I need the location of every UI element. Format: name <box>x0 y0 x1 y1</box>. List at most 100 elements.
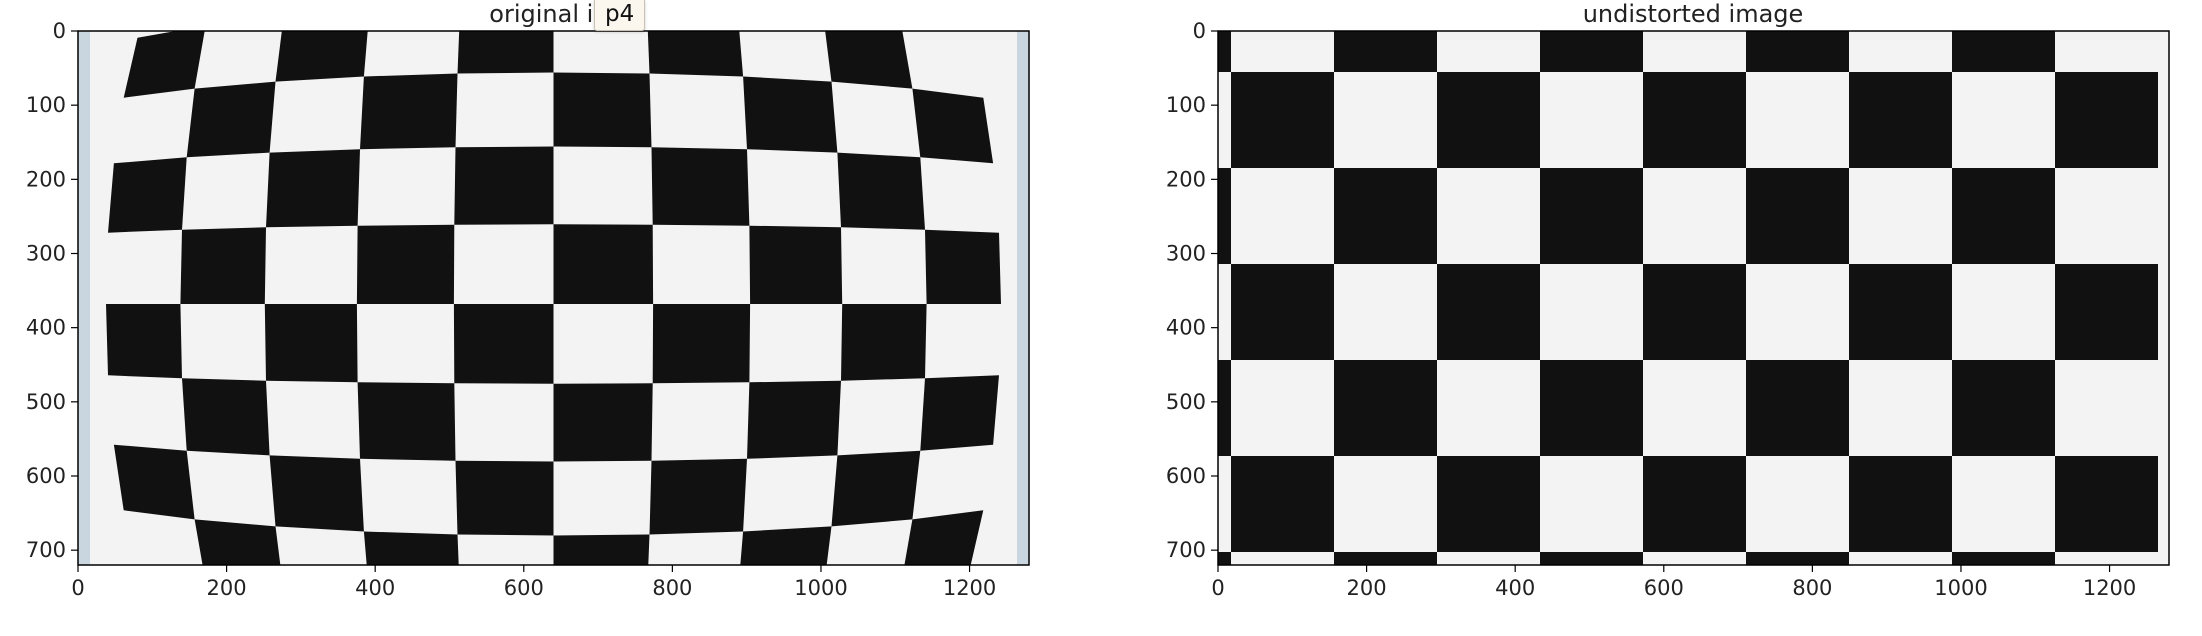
board-square <box>1540 168 1643 264</box>
undistorted-y-tick-label: 100 <box>1166 93 1206 117</box>
board-square <box>920 375 999 450</box>
board-square <box>832 451 921 527</box>
board-square <box>1231 72 1334 168</box>
undistorted-y-tick-label: 400 <box>1166 316 1206 340</box>
original-x-tick-label: 400 <box>355 576 395 600</box>
board-square <box>180 227 266 304</box>
undistorted-y-tick-label: 600 <box>1166 464 1206 488</box>
board-square <box>1231 456 1334 552</box>
board-square <box>1437 72 1540 168</box>
board-square <box>106 304 182 378</box>
board-square <box>653 304 750 383</box>
board-square <box>1231 264 1334 360</box>
board-square <box>1746 360 1849 456</box>
board-square <box>454 304 554 384</box>
board-square <box>554 383 653 461</box>
undistorted-x-tick-label: 1000 <box>1934 576 1987 600</box>
board-square <box>901 510 983 582</box>
undistorted-x-tick-label: 600 <box>1644 576 1684 600</box>
board-square <box>1952 168 2055 264</box>
board-square <box>2055 456 2158 552</box>
original-y-tick-label: 700 <box>26 538 66 562</box>
board-square <box>1334 168 1437 264</box>
board-square <box>276 10 370 82</box>
tooltip-text: p4 <box>605 1 634 27</box>
board-square <box>357 225 454 304</box>
board-square <box>270 455 364 531</box>
original-x-tick-label: 600 <box>504 576 544 600</box>
board-square <box>647 6 743 77</box>
undistorted-x-tick-label: 1200 <box>2083 576 2136 600</box>
board-square <box>360 74 458 150</box>
original-x-tick-label: 1000 <box>794 576 847 600</box>
original-image-left-edge <box>78 31 90 565</box>
original-y-tick-label: 0 <box>53 19 66 43</box>
board-square <box>358 382 456 461</box>
board-square <box>841 304 927 381</box>
board-square <box>554 73 652 148</box>
board-square <box>1540 360 1643 456</box>
board-square <box>1746 168 1849 264</box>
board-square <box>1437 456 1540 552</box>
undistorted-y-tick-label: 0 <box>1193 19 1206 43</box>
board-square <box>182 378 270 455</box>
board-square <box>1643 72 1746 168</box>
original-y-tick-label: 100 <box>26 93 66 117</box>
undistorted-y-tick-label: 200 <box>1166 167 1206 191</box>
original-y-tick-label: 500 <box>26 390 66 414</box>
board-square <box>1849 456 1952 552</box>
undistorted-x-tick-label: 800 <box>1792 576 1832 600</box>
board-square <box>650 459 748 535</box>
board-square <box>743 77 837 153</box>
board-square <box>1128 0 1231 72</box>
board-square <box>456 461 554 536</box>
board-square <box>823 16 912 88</box>
original-y-tick-label: 200 <box>26 167 66 191</box>
board-square <box>1643 264 1746 360</box>
board-square <box>1334 360 1437 456</box>
board-square <box>652 147 750 226</box>
board-square <box>749 226 842 304</box>
board-square <box>454 147 553 225</box>
original-image-panel: original im 0 200 400 600 800 1000 12000100200… <box>26 0 1029 604</box>
original-x-tick-label: 800 <box>652 576 692 600</box>
undistorted-x-tick-label: 200 <box>1347 576 1387 600</box>
board-square <box>925 230 1001 304</box>
undistorted-image-title: undistorted image <box>1583 0 1804 28</box>
board-square <box>912 89 993 164</box>
board-square <box>1952 360 2055 456</box>
board-square <box>554 535 650 604</box>
board-square <box>1643 456 1746 552</box>
board-square <box>266 149 360 227</box>
board-square <box>114 445 195 520</box>
original-x-tick-label: 200 <box>207 576 247 600</box>
board-square <box>2055 264 2158 360</box>
undistorted-y-tick-label: 300 <box>1166 242 1206 266</box>
undistorted-y-tick-label: 700 <box>1166 538 1206 562</box>
board-square <box>837 153 925 230</box>
undistorted-x-tick-label: 400 <box>1495 576 1535 600</box>
board-square <box>2055 72 2158 168</box>
board-square <box>265 304 358 382</box>
board-square <box>747 381 841 459</box>
original-x-tick-label: 0 <box>71 576 84 600</box>
original-y-tick-label: 600 <box>26 464 66 488</box>
original-y-tick-label: 400 <box>26 316 66 340</box>
board-square <box>554 224 654 304</box>
board-square <box>1437 264 1540 360</box>
original-image-right-edge <box>1017 31 1029 565</box>
hover-tooltip: p4 <box>594 0 645 31</box>
board-square <box>187 82 276 158</box>
undistorted-y-tick-label: 500 <box>1166 390 1206 414</box>
original-x-tick-label: 1200 <box>943 576 996 600</box>
board-square <box>1952 0 2055 72</box>
undistorted-image-panel: undistorted image 0 200 400 600 800 1000 1200 0… <box>1128 0 2169 636</box>
board-square <box>1334 0 1437 72</box>
board-square <box>108 157 187 232</box>
original-y-tick-label: 300 <box>26 242 66 266</box>
board-square <box>1849 264 1952 360</box>
board-square <box>1849 72 1952 168</box>
undistorted-x-tick-label: 0 <box>1211 576 1224 600</box>
